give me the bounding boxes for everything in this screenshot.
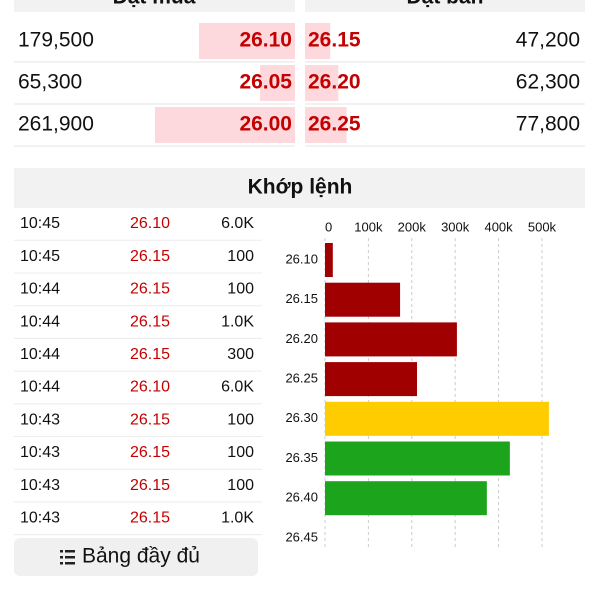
matched-header-bg (14, 168, 585, 208)
bar (325, 282, 401, 317)
trade-time: 10:44 (20, 379, 60, 396)
x-tick-label: 200k (398, 219, 427, 234)
trade-time: 10:45 (20, 215, 60, 232)
trade-volume: 100 (227, 477, 254, 494)
bid-price: 26.10 (239, 29, 292, 52)
bid-volume: 179,500 (18, 29, 94, 52)
trade-volume: 100 (227, 248, 254, 265)
ask-volume-bar (305, 107, 347, 143)
y-tick-label: 26.35 (285, 450, 318, 465)
trade-time: 10:43 (20, 444, 60, 461)
trade-time: 10:43 (20, 411, 60, 428)
y-tick-label: 26.30 (285, 410, 318, 425)
ask-volume: 77,800 (516, 113, 580, 136)
bar (325, 243, 333, 277)
y-tick-label: 26.10 (285, 251, 318, 266)
ask-price: 26.25 (308, 113, 361, 136)
bar (325, 481, 487, 516)
trade-volume: 6.0K (221, 379, 254, 396)
bar (325, 441, 510, 476)
trade-volume: 100 (227, 281, 254, 298)
x-tick-label: 0 (325, 219, 332, 234)
trade-volume: 100 (227, 444, 254, 461)
bid-header: Đặt mua (113, 0, 196, 9)
ask-volume: 47,200 (516, 29, 580, 52)
trade-time: 10:43 (20, 510, 60, 527)
x-tick-label: 500k (528, 219, 557, 234)
ask-header-bg (305, 0, 585, 12)
trade-price: 26.15 (130, 248, 170, 265)
trade-time: 10:43 (20, 477, 60, 494)
trade-time: 10:45 (20, 248, 60, 265)
bar (325, 362, 417, 397)
bid-volume-bar (260, 65, 295, 101)
trade-volume: 1.0K (221, 510, 254, 527)
full-table-button[interactable] (14, 538, 258, 576)
trade-price: 26.15 (130, 510, 170, 527)
trade-volume: 100 (227, 411, 254, 428)
x-tick-label: 300k (441, 219, 470, 234)
trade-price: 26.15 (130, 477, 170, 494)
trade-price: 26.15 (130, 281, 170, 298)
trade-time: 10:44 (20, 313, 60, 330)
trade-price: 26.10 (130, 215, 170, 232)
bid-header-bg (14, 0, 295, 12)
trade-price: 26.15 (130, 313, 170, 330)
trade-price: 26.10 (130, 379, 170, 396)
bid-volume: 65,300 (18, 71, 82, 94)
bid-price: 26.05 (239, 71, 292, 94)
button-label[interactable]: Bảng đầy đủ (82, 545, 200, 568)
bid-volume-bar (155, 107, 295, 143)
ask-volume-bar (305, 65, 339, 101)
bid-volume: 261,900 (18, 113, 94, 136)
x-tick-label: 400k (484, 219, 513, 234)
ask-volume-bar (305, 23, 331, 59)
bid-price: 26.00 (239, 113, 292, 136)
ask-volume: 62,300 (516, 71, 580, 94)
trade-time: 10:44 (20, 281, 60, 298)
ask-price: 26.15 (308, 29, 361, 52)
ask-price: 26.20 (308, 71, 361, 94)
trade-volume: 300 (227, 346, 254, 363)
bar (325, 322, 457, 357)
y-tick-label: 26.25 (285, 371, 318, 386)
y-tick-label: 26.45 (285, 529, 318, 544)
bar (325, 401, 549, 436)
trade-price: 26.15 (130, 346, 170, 363)
y-tick-label: 26.40 (285, 490, 318, 505)
ask-header: Đặt bán (406, 0, 483, 9)
list-icon (60, 550, 75, 565)
trade-time: 10:44 (20, 346, 60, 363)
trade-price: 26.15 (130, 444, 170, 461)
bid-volume-bar (199, 23, 295, 59)
matched-title: Khớp lệnh (248, 176, 353, 199)
trade-volume: 6.0K (221, 215, 254, 232)
y-tick-label: 26.20 (285, 331, 318, 346)
x-tick-label: 100k (354, 219, 383, 234)
trade-price: 26.15 (130, 411, 170, 428)
trade-volume: 1.0K (221, 313, 254, 330)
y-tick-label: 26.15 (285, 291, 318, 306)
